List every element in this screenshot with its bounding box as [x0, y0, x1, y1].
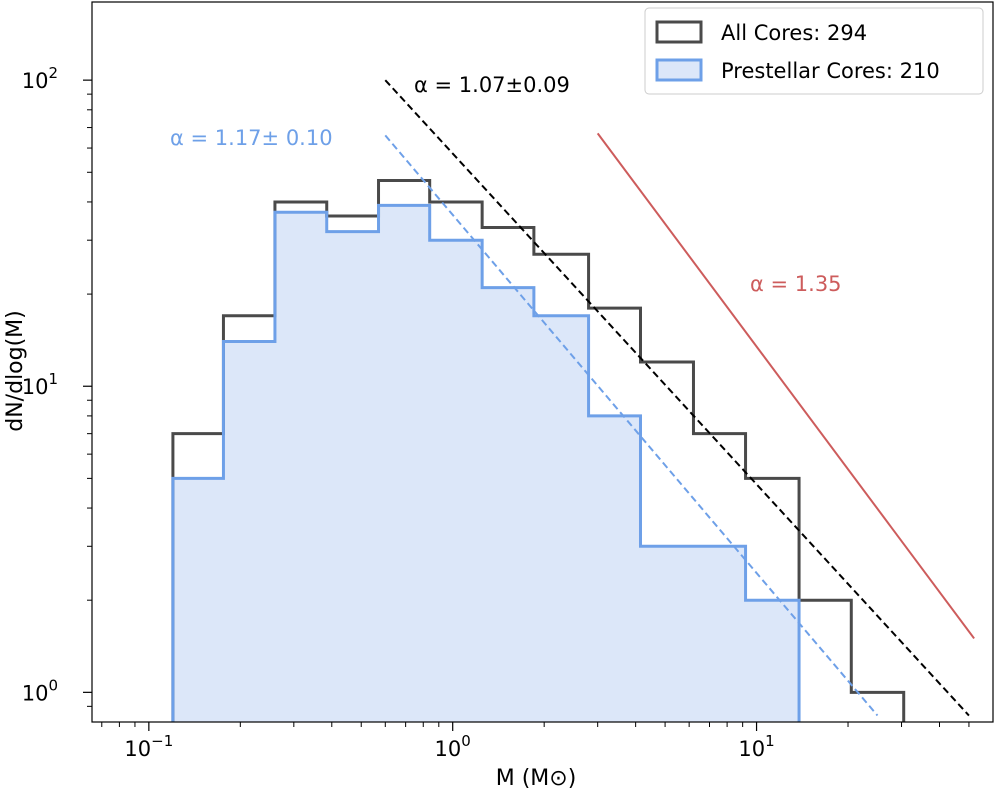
x-tick-label: 100 — [435, 732, 471, 761]
series-fill-prestellar-cores — [172, 205, 800, 722]
fit-label-prestellar-cores: α = 1.17± 0.10 — [170, 126, 333, 150]
x-tick-label: 10−1 — [124, 732, 173, 761]
fit-label-salpeter: α = 1.35 — [750, 272, 842, 296]
series-layer — [171, 179, 906, 722]
fit-line-salpeter — [596, 132, 975, 640]
legend-swatch-prestellar-cores — [655, 58, 703, 82]
legend-swatch-all-cores — [655, 20, 703, 44]
series-line-prestellar-cores — [171, 203, 801, 722]
legend-label-prestellar-cores: Prestellar Cores: 210 — [721, 59, 940, 83]
y-axis-label: dN/dlog(M) — [3, 310, 28, 431]
legend: All Cores: 294 Prestellar Cores: 210 — [644, 7, 984, 95]
plot-frame — [91, 1, 994, 723]
y-tick-label: 100 — [22, 676, 58, 705]
fit-line-all-cores — [384, 79, 970, 717]
fit-layer — [384, 79, 975, 717]
x-tick-label: 101 — [738, 732, 774, 761]
y-tick-label: 101 — [22, 370, 58, 399]
fit-label-all-cores: α = 1.07±0.09 — [414, 73, 570, 97]
annotations: α = 1.07±0.09 α = 1.17± 0.10 α = 1.35 — [170, 73, 842, 296]
x-axis-label: M (M⊙) — [496, 766, 577, 791]
legend-label-all-cores: All Cores: 294 — [721, 21, 867, 45]
fit-line-prestellar-cores — [384, 134, 879, 717]
axes-layer: 10−1 100 101 100 101 102 — [22, 1, 994, 761]
y-tick-label: 102 — [22, 64, 58, 93]
legend-frame — [644, 7, 984, 95]
